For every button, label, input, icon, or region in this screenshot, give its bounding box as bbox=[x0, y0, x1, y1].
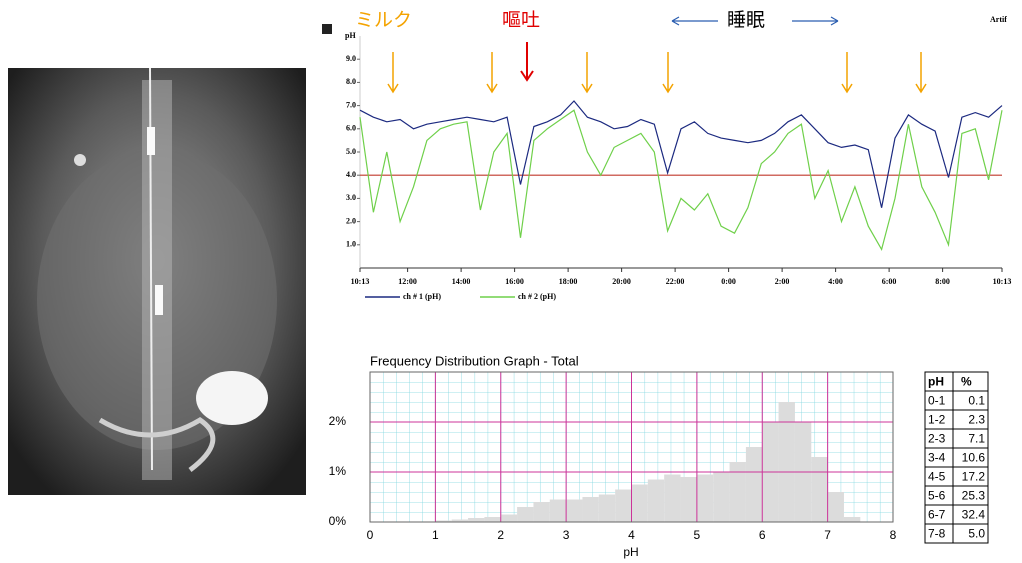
artifact-label: Artif bbox=[990, 15, 1007, 24]
milk-arrows bbox=[387, 52, 927, 94]
histogram-bar bbox=[566, 499, 583, 522]
table-cell-text: 2.3 bbox=[968, 413, 985, 427]
table-cell-text: 10.6 bbox=[962, 451, 986, 465]
table-cell-text: 6-7 bbox=[928, 508, 946, 522]
series-line bbox=[359, 100, 1003, 208]
x-tick-label: 4 bbox=[628, 528, 635, 542]
histogram-bar bbox=[680, 477, 697, 522]
table-cell bbox=[952, 523, 989, 544]
table-cell-text: 0-1 bbox=[928, 394, 946, 408]
table-cell-text: 5.0 bbox=[968, 527, 985, 541]
x-tick-label: 4:00 bbox=[828, 277, 843, 286]
y-tick-label: 9.0 bbox=[346, 54, 356, 63]
percent-table: pH % 0-1 0.1 1-2 2.3 2-3 7.1 3-4 10.6 4-5 17.2 5-6 25… bbox=[924, 371, 989, 544]
x-tick-label: 16:00 bbox=[505, 277, 524, 286]
histogram-bar bbox=[843, 517, 861, 522]
table-cell-text: 5-6 bbox=[928, 489, 946, 503]
table-cell-text: 4-5 bbox=[928, 470, 946, 484]
y-tick-label: 1% bbox=[329, 464, 347, 478]
x-tick-label: 2:00 bbox=[775, 277, 790, 286]
histogram-bar bbox=[631, 484, 648, 522]
y-tick-label: 3.0 bbox=[346, 193, 356, 202]
x-tick-label: 5 bbox=[694, 528, 701, 542]
x-tick-label: 3 bbox=[563, 528, 570, 542]
x-tick-label: 8 bbox=[890, 528, 897, 542]
histogram-bar bbox=[484, 517, 501, 522]
y-tick-label: 6.0 bbox=[346, 124, 356, 133]
x-tick-label: 12:00 bbox=[398, 277, 417, 286]
table-cell-text: 25.3 bbox=[962, 489, 986, 503]
x-tick-label: 0 bbox=[367, 528, 374, 542]
histogram-bar bbox=[468, 518, 485, 522]
histogram-bar bbox=[745, 447, 763, 522]
table-cell-text: 7.1 bbox=[968, 432, 985, 446]
table-cell-text: 0.1 bbox=[968, 394, 985, 408]
y-tick-label: 5.0 bbox=[346, 147, 356, 156]
y-tick-label: 7.0 bbox=[346, 100, 356, 109]
x-tick-label: 1 bbox=[432, 528, 439, 542]
x-tick-label: 10:13 bbox=[993, 277, 1012, 286]
y-tick-label: 4.0 bbox=[346, 170, 356, 179]
x-tick-label: 7 bbox=[824, 528, 831, 542]
x-tick-label: 8:00 bbox=[935, 277, 950, 286]
y-axis-label: pH bbox=[345, 31, 356, 40]
table-cell-text: 1-2 bbox=[928, 413, 946, 427]
sleep-arrows bbox=[671, 16, 839, 26]
y-tick-label: 2.0 bbox=[346, 216, 356, 225]
x-tick-label: 6 bbox=[759, 528, 766, 542]
series-line bbox=[359, 109, 1003, 251]
x-tick-label: 6:00 bbox=[882, 277, 897, 286]
y-tick-label: 2% bbox=[329, 414, 347, 428]
table-header: pH bbox=[928, 375, 944, 389]
table-cell-text: 2-3 bbox=[928, 432, 946, 446]
legend-label: ch # 2 (pH) bbox=[518, 292, 556, 301]
histogram-bar bbox=[778, 402, 795, 522]
histogram-bar bbox=[811, 457, 828, 522]
histogram-bar bbox=[729, 462, 746, 522]
table-cell-text: 7-8 bbox=[928, 527, 946, 541]
plot-frame bbox=[369, 371, 894, 523]
x-tick-label: 14:00 bbox=[452, 277, 471, 286]
legend-label: ch # 1 (pH) bbox=[403, 292, 441, 301]
milk-label: ミルク bbox=[355, 9, 412, 31]
histogram-bar bbox=[598, 494, 616, 522]
x-tick-label: 22:00 bbox=[666, 277, 685, 286]
histogram-bar bbox=[533, 502, 550, 522]
x-tick-label: 10:13 bbox=[351, 277, 370, 286]
x-tick-label: 2 bbox=[497, 528, 504, 542]
y-tick-label: 8.0 bbox=[346, 77, 356, 86]
hist-title: Frequency Distribution Graph - Total bbox=[370, 353, 579, 368]
table-cell-text: 3-4 bbox=[928, 451, 946, 465]
histogram-bar bbox=[500, 514, 518, 522]
histogram-bar bbox=[615, 489, 632, 522]
y-tick-label: 1.0 bbox=[346, 240, 356, 249]
histogram-bar bbox=[435, 520, 452, 522]
x-tick-label: 0:00 bbox=[721, 277, 736, 286]
table-header: % bbox=[961, 375, 972, 389]
xray-image bbox=[8, 67, 306, 495]
table-cell-text: 17.2 bbox=[962, 470, 986, 484]
vomit-arrow bbox=[520, 42, 534, 82]
icon bbox=[322, 24, 332, 34]
histogram-bar bbox=[517, 507, 534, 522]
x-tick-label: 20:00 bbox=[612, 277, 631, 286]
histogram-bar bbox=[582, 497, 599, 522]
histogram-bar bbox=[664, 474, 681, 522]
histogram-bar bbox=[451, 519, 469, 522]
hist-x-label: pH bbox=[623, 545, 638, 559]
table-cell-text: 32.4 bbox=[962, 508, 986, 522]
x-tick-label: 18:00 bbox=[559, 277, 578, 286]
histogram-bar bbox=[827, 492, 844, 522]
histogram-bar bbox=[696, 474, 714, 522]
histogram-bar bbox=[713, 472, 730, 522]
vomit-label: 嘔吐 bbox=[502, 9, 540, 31]
sleep-label: 睡眠 bbox=[727, 9, 765, 31]
histogram-bar bbox=[549, 499, 567, 522]
histogram-bar bbox=[647, 479, 665, 522]
y-tick-label: 0% bbox=[329, 514, 347, 528]
